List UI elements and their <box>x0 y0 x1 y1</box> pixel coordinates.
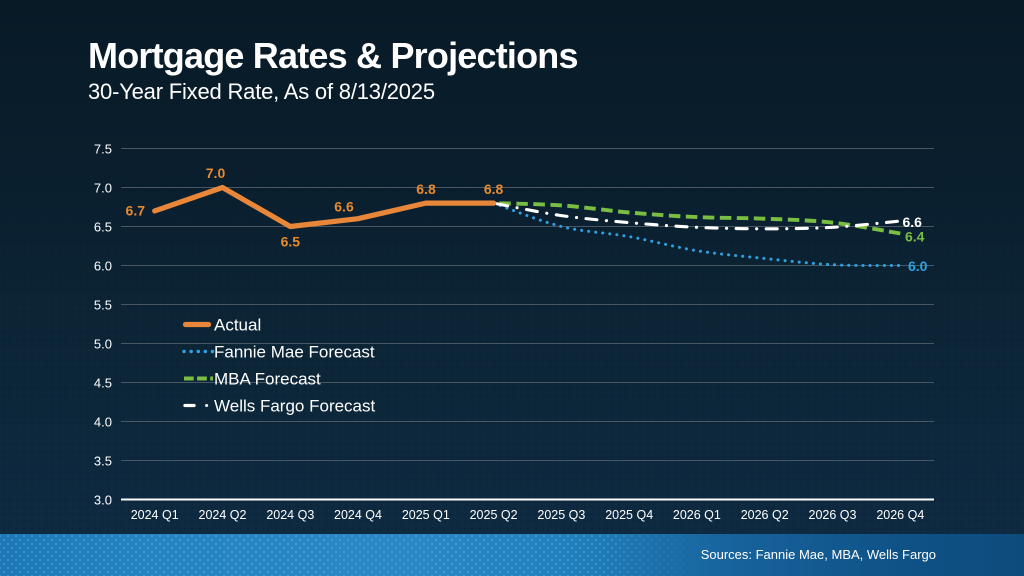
svg-text:Wells Fargo Forecast: Wells Fargo Forecast <box>214 397 376 416</box>
svg-text:2025 Q2: 2025 Q2 <box>470 508 518 522</box>
svg-text:6.0: 6.0 <box>908 258 928 274</box>
svg-text:7.0: 7.0 <box>94 181 112 196</box>
svg-text:6.8: 6.8 <box>484 181 504 197</box>
svg-text:4.0: 4.0 <box>94 415 112 430</box>
svg-text:4.5: 4.5 <box>94 376 112 391</box>
svg-text:MBA Forecast: MBA Forecast <box>214 370 321 389</box>
svg-text:2026 Q3: 2026 Q3 <box>809 508 857 522</box>
svg-text:Actual: Actual <box>214 316 261 335</box>
svg-text:6.0: 6.0 <box>94 259 112 274</box>
svg-text:2024 Q4: 2024 Q4 <box>334 508 382 522</box>
svg-text:2024 Q2: 2024 Q2 <box>199 508 247 522</box>
svg-text:6.8: 6.8 <box>416 181 436 197</box>
svg-text:6.7: 6.7 <box>126 202 146 218</box>
svg-text:3.0: 3.0 <box>94 493 112 508</box>
svg-text:7.5: 7.5 <box>94 142 112 157</box>
svg-text:6.6: 6.6 <box>334 199 354 215</box>
svg-text:5.5: 5.5 <box>94 298 112 313</box>
svg-text:2026 Q1: 2026 Q1 <box>673 508 721 522</box>
svg-text:3.5: 3.5 <box>94 454 112 469</box>
svg-text:6.5: 6.5 <box>281 233 301 249</box>
svg-text:Fannie Mae Forecast: Fannie Mae Forecast <box>214 343 375 362</box>
svg-text:6.6: 6.6 <box>903 214 923 230</box>
svg-text:7.0: 7.0 <box>206 165 226 181</box>
svg-text:2026 Q4: 2026 Q4 <box>876 508 924 522</box>
svg-text:6.5: 6.5 <box>94 220 112 235</box>
svg-text:2024 Q1: 2024 Q1 <box>131 508 179 522</box>
svg-text:6.4: 6.4 <box>905 229 925 245</box>
svg-text:5.0: 5.0 <box>94 337 112 352</box>
svg-text:2024 Q3: 2024 Q3 <box>266 508 314 522</box>
svg-text:2025 Q1: 2025 Q1 <box>402 508 450 522</box>
svg-text:2025 Q3: 2025 Q3 <box>537 508 585 522</box>
svg-text:2026 Q2: 2026 Q2 <box>741 508 789 522</box>
svg-text:2025 Q4: 2025 Q4 <box>605 508 653 522</box>
